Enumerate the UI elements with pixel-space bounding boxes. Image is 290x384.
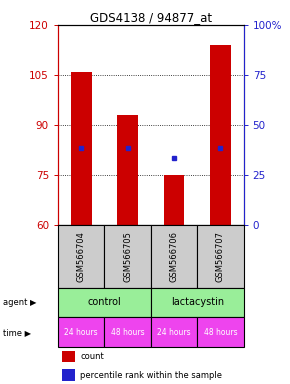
Bar (151, 225, 197, 288)
Bar (104, 225, 151, 288)
Text: 24 hours: 24 hours (157, 328, 191, 336)
Bar (164, 175, 184, 225)
Text: GSM566706: GSM566706 (169, 231, 179, 281)
Text: GSM566707: GSM566707 (216, 231, 225, 281)
Bar (58, 317, 104, 347)
Text: GSM566705: GSM566705 (123, 231, 132, 281)
Bar (104, 317, 151, 347)
Bar (62, 351, 75, 362)
Text: lactacystin: lactacystin (171, 297, 224, 307)
Bar (117, 115, 138, 225)
Bar (151, 317, 197, 347)
Text: 24 hours: 24 hours (64, 328, 98, 336)
Text: time ▶: time ▶ (3, 328, 31, 336)
Bar (58, 288, 151, 317)
Text: 48 hours: 48 hours (204, 328, 237, 336)
Text: control: control (88, 297, 121, 307)
Bar (151, 288, 244, 317)
Bar (210, 45, 231, 225)
Text: count: count (80, 352, 104, 361)
Bar (58, 225, 104, 288)
Bar (71, 71, 92, 225)
Text: percentile rank within the sample: percentile rank within the sample (80, 371, 222, 380)
Bar (197, 317, 244, 347)
Bar (62, 369, 75, 381)
Bar (197, 225, 244, 288)
Text: 48 hours: 48 hours (111, 328, 144, 336)
Title: GDS4138 / 94877_at: GDS4138 / 94877_at (90, 11, 212, 24)
Text: GSM566704: GSM566704 (77, 231, 86, 281)
Text: agent ▶: agent ▶ (3, 298, 37, 307)
